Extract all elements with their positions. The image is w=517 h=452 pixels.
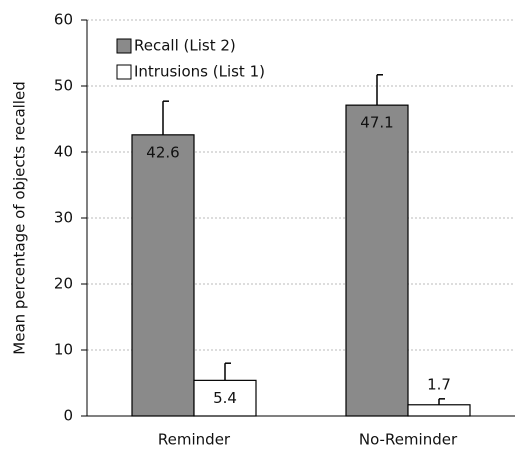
legend-label: Recall (List 2) bbox=[134, 37, 236, 55]
y-tick-label: 60 bbox=[54, 11, 73, 29]
y-tick-label: 40 bbox=[54, 143, 73, 161]
data-label: 47.1 bbox=[360, 114, 393, 132]
y-axis-label: Mean percentage of objects recalled bbox=[11, 81, 29, 354]
legend-label: Intrusions (List 1) bbox=[134, 63, 265, 81]
legend-swatch bbox=[116, 38, 132, 54]
legend-swatch bbox=[116, 64, 132, 80]
x-tick-label: No-Reminder bbox=[359, 431, 458, 449]
x-tick-label: Reminder bbox=[158, 431, 231, 449]
y-tick-label: 50 bbox=[54, 77, 73, 95]
data-label: 42.6 bbox=[146, 143, 179, 161]
bar bbox=[407, 404, 471, 417]
y-tick-label: 30 bbox=[54, 209, 73, 227]
y-tick-label: 20 bbox=[54, 275, 73, 293]
data-label: 5.4 bbox=[213, 389, 237, 407]
bar bbox=[345, 104, 409, 417]
bar bbox=[193, 379, 257, 417]
y-tick-label: 10 bbox=[54, 341, 73, 359]
bar bbox=[131, 134, 195, 417]
data-label: 1.7 bbox=[427, 375, 451, 393]
y-tick-label: 0 bbox=[63, 407, 73, 425]
